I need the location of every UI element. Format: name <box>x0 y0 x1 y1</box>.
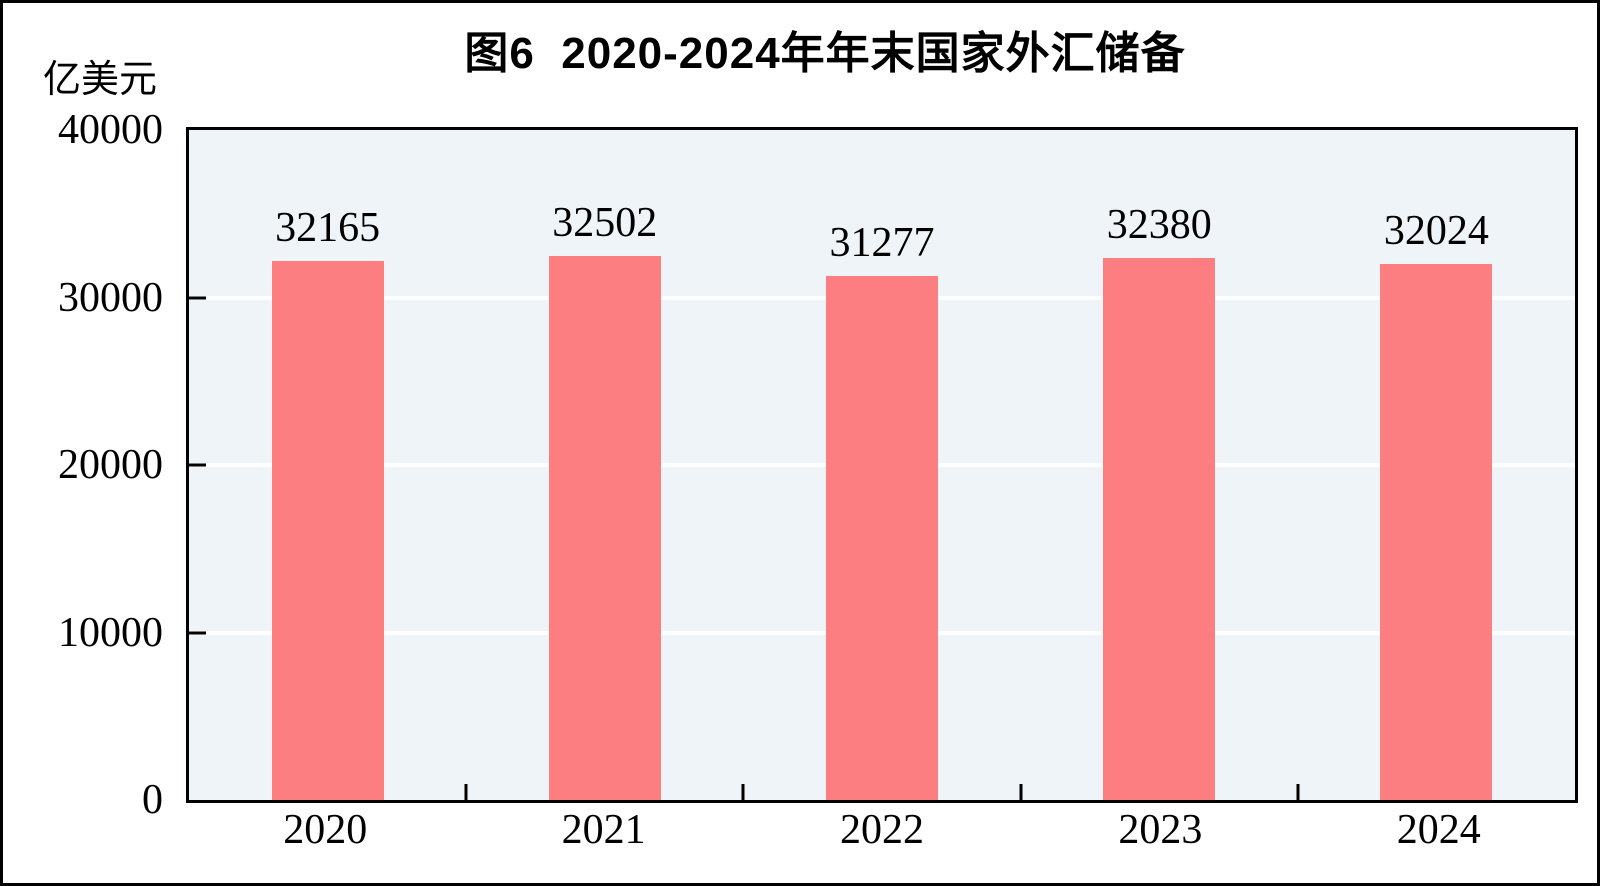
bar-2021 <box>548 255 661 800</box>
chart-title: 图6 2020-2024年年末国家外汇储备 <box>464 29 1186 78</box>
y-axis-labels: 0 10000 20000 30000 40000 <box>3 109 163 821</box>
y-axis-unit-label: 亿美元 <box>43 59 158 101</box>
bar-2024 <box>1380 263 1493 800</box>
y-tick-mark <box>189 296 206 299</box>
x-axis-tick-label: 2023 <box>1118 807 1203 853</box>
bar-value-label: 32165 <box>275 205 381 252</box>
x-tick-mark <box>1019 784 1023 800</box>
x-tick-mark <box>1296 784 1300 800</box>
bar-value-label: 31277 <box>829 220 935 267</box>
y-axis-tick-label: 0 <box>142 777 163 823</box>
bar-value-label: 32024 <box>1383 207 1489 254</box>
y-axis-tick-label: 30000 <box>58 274 163 321</box>
bar-value-label: 32502 <box>552 199 658 246</box>
x-axis-tick-label: 2021 <box>561 807 646 853</box>
bar-2020 <box>271 261 384 800</box>
x-axis-labels: 2020 2021 2022 2023 2024 <box>186 809 1578 859</box>
x-axis-tick-label: 2022 <box>840 807 924 853</box>
x-tick-mark <box>741 784 745 800</box>
y-axis-tick-label: 20000 <box>58 442 163 488</box>
x-axis-tick-label: 2024 <box>1396 807 1481 853</box>
y-axis-tick-label: 40000 <box>58 107 163 153</box>
plot-area: 32165 32502 31277 32380 32024 <box>186 127 1578 803</box>
y-tick-mark <box>189 463 206 467</box>
y-axis-tick-label: 10000 <box>58 609 163 656</box>
x-tick-mark <box>464 784 468 800</box>
bar-2023 <box>1103 257 1216 800</box>
x-axis-tick-label: 2020 <box>283 807 368 853</box>
y-tick-mark <box>189 631 206 634</box>
bar-value-label: 32380 <box>1106 201 1212 248</box>
bar-2022 <box>826 276 938 800</box>
